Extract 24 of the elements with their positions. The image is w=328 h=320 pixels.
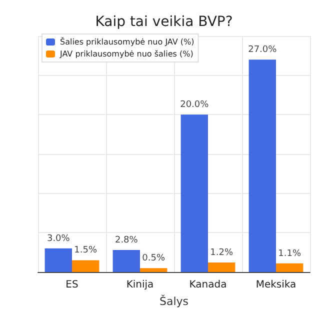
x-tick-label: Meksika [256,280,296,290]
bar [140,268,168,272]
bar [276,263,304,272]
legend-label: JAV priklausomybė nuo šalies (%) [59,50,194,58]
data-label: 0.5% [142,254,166,264]
data-label: 1.5% [74,246,98,256]
data-label: 3.0% [46,234,70,244]
data-label: 20.0% [180,100,210,110]
data-label: 1.2% [210,248,234,258]
x-tick-label: Kanada [189,280,227,290]
x-tick-label: Kinija [126,280,154,290]
bar [180,114,208,272]
bar [72,260,100,272]
bar [248,60,276,272]
bar [44,248,72,272]
x-tick-label: ES [66,280,78,290]
data-label: 1.1% [278,248,302,259]
legend-label: Šalies priklausomybė nuo JAV (%) [60,36,194,46]
bar [112,250,140,272]
chart-title: Kaip tai veikia BVP? [95,14,233,30]
bar [208,262,236,272]
data-label: 27.0% [248,45,278,56]
data-label: 2.8% [114,235,138,246]
x-axis-title: Šalys [159,294,189,308]
